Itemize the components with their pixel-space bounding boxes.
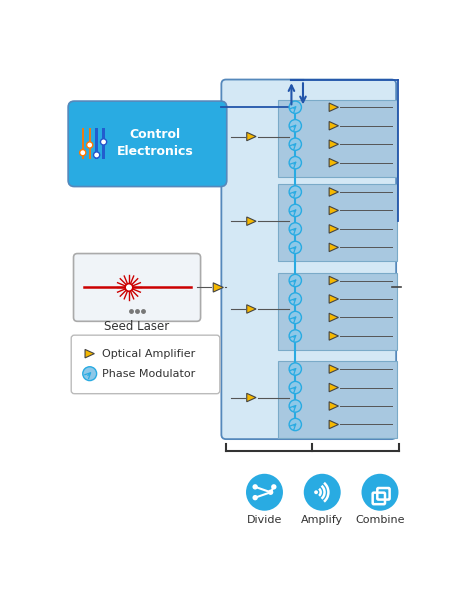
Polygon shape: [329, 206, 338, 215]
Circle shape: [253, 495, 258, 500]
FancyBboxPatch shape: [278, 361, 397, 439]
Bar: [102, 128, 105, 159]
Circle shape: [289, 381, 301, 394]
Polygon shape: [329, 332, 338, 340]
FancyBboxPatch shape: [221, 79, 396, 439]
Text: Amplify: Amplify: [301, 515, 343, 525]
Polygon shape: [329, 402, 338, 410]
Circle shape: [289, 241, 301, 253]
Circle shape: [289, 363, 301, 375]
Circle shape: [289, 330, 301, 342]
Circle shape: [289, 186, 301, 198]
Text: Seed Laser: Seed Laser: [104, 320, 169, 333]
Polygon shape: [329, 224, 338, 233]
Polygon shape: [329, 420, 338, 429]
Circle shape: [314, 490, 318, 494]
Circle shape: [246, 474, 283, 511]
Polygon shape: [329, 243, 338, 252]
Circle shape: [80, 149, 86, 155]
Circle shape: [304, 474, 341, 511]
Text: Control
Electronics: Control Electronics: [117, 128, 193, 159]
Polygon shape: [329, 159, 338, 167]
Text: Combine: Combine: [355, 515, 405, 525]
Circle shape: [268, 489, 273, 495]
Polygon shape: [329, 140, 338, 148]
Bar: [89, 128, 91, 159]
Polygon shape: [329, 276, 338, 285]
FancyBboxPatch shape: [278, 100, 397, 177]
Circle shape: [289, 293, 301, 305]
Circle shape: [125, 284, 133, 291]
FancyBboxPatch shape: [278, 273, 397, 350]
Circle shape: [289, 204, 301, 217]
Polygon shape: [329, 103, 338, 111]
Polygon shape: [329, 122, 338, 130]
Circle shape: [253, 484, 258, 489]
Circle shape: [289, 223, 301, 235]
Circle shape: [289, 120, 301, 132]
Polygon shape: [247, 305, 256, 313]
Circle shape: [271, 484, 276, 489]
Circle shape: [289, 157, 301, 169]
Circle shape: [93, 152, 100, 158]
Bar: [82, 128, 84, 159]
Circle shape: [100, 139, 107, 145]
FancyBboxPatch shape: [71, 335, 220, 394]
Polygon shape: [247, 132, 256, 141]
Text: Phase Modulator: Phase Modulator: [102, 368, 195, 379]
Text: Divide: Divide: [247, 515, 282, 525]
Polygon shape: [85, 350, 94, 358]
Circle shape: [289, 400, 301, 412]
Polygon shape: [213, 283, 223, 292]
Polygon shape: [329, 365, 338, 373]
Circle shape: [289, 418, 301, 431]
Circle shape: [83, 367, 97, 381]
Polygon shape: [329, 313, 338, 322]
Text: Optical Amplifier: Optical Amplifier: [102, 348, 195, 359]
Polygon shape: [247, 217, 256, 226]
Circle shape: [289, 101, 301, 113]
Circle shape: [289, 312, 301, 324]
Polygon shape: [329, 295, 338, 303]
Polygon shape: [329, 188, 338, 196]
Polygon shape: [329, 384, 338, 392]
Circle shape: [289, 274, 301, 287]
FancyBboxPatch shape: [73, 253, 201, 321]
FancyBboxPatch shape: [68, 101, 227, 186]
Circle shape: [289, 138, 301, 151]
FancyBboxPatch shape: [278, 185, 397, 261]
Circle shape: [87, 142, 93, 148]
Circle shape: [362, 474, 399, 511]
Bar: [95, 128, 98, 159]
Polygon shape: [247, 393, 256, 402]
